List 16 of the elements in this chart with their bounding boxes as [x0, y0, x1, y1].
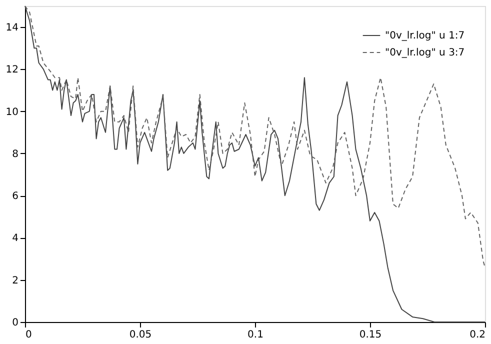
y-tick-label: 12	[6, 64, 18, 76]
line-series	[24, 6, 486, 268]
legend-label: "0v_lr.log" u 1:7	[385, 30, 465, 42]
y-tick-label: 6	[12, 191, 18, 202]
y-tick-label: 2	[12, 275, 18, 286]
legend-label: "0v_lr.log" u 3:7	[385, 48, 465, 58]
y-tick-label: 4	[12, 233, 18, 244]
y-tick-label: 10	[6, 106, 18, 118]
x-tick-label: 0.05	[129, 330, 152, 340]
y-tick-label: 14	[6, 22, 18, 34]
x-tick-label: 0.1	[248, 330, 264, 340]
x-tick-label: 0.2	[470, 330, 486, 340]
x-tick-label: 0.15	[359, 330, 382, 340]
y-tick-label: 0	[12, 318, 18, 328]
x-tick-label: 0	[26, 330, 32, 340]
y-tick-label: 8	[12, 148, 18, 160]
